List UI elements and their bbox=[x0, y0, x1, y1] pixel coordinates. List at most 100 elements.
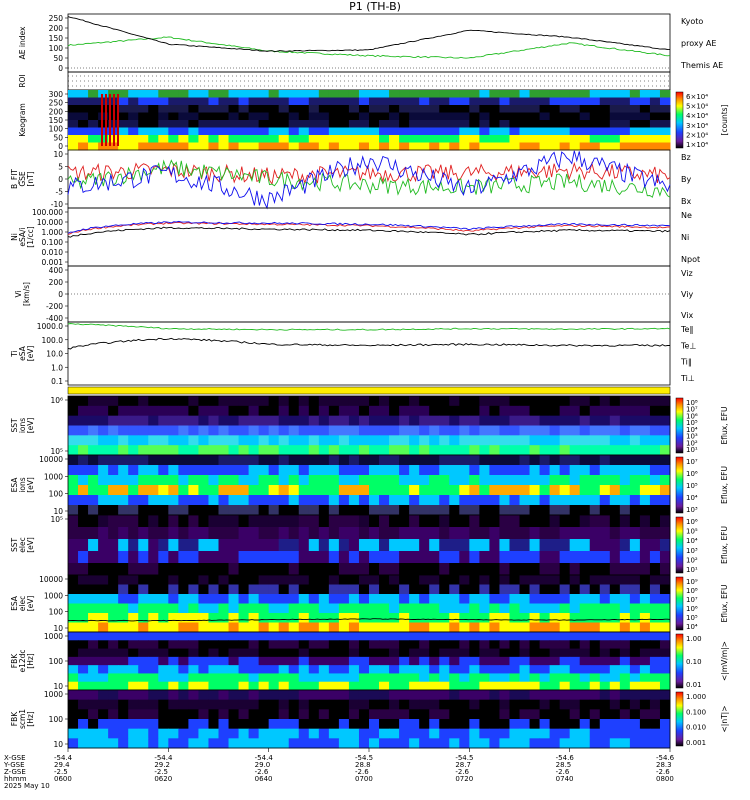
keogram-cell bbox=[298, 105, 310, 113]
esa_i-spectrogram-cell bbox=[369, 455, 380, 466]
fbk_b-spectrogram-cell bbox=[659, 719, 671, 730]
fbk_e-spectrogram-cell bbox=[328, 673, 340, 683]
fbk_b-spectrogram-cell bbox=[609, 738, 621, 749]
esa_e-spectrogram-cell bbox=[168, 603, 179, 614]
keogram-cell bbox=[379, 97, 390, 106]
sst_e-spectrogram-cell bbox=[228, 515, 240, 528]
esa_i-spectrogram-cell bbox=[369, 505, 380, 516]
fbk_b-spectrogram-cell bbox=[579, 709, 591, 720]
fbk_b-spectrogram-cell bbox=[459, 719, 470, 730]
keogram-cell bbox=[609, 127, 621, 136]
sst_e-spectrogram-cell bbox=[288, 551, 300, 564]
esa_i-spectrogram-cell bbox=[659, 485, 671, 496]
sst_e-spectrogram-cell bbox=[399, 515, 410, 528]
sst_i-spectrogram-cell bbox=[108, 405, 119, 417]
sst_e-spectrogram-cell bbox=[288, 539, 300, 552]
keogram-cell bbox=[358, 97, 370, 106]
esa_e-ylabel-text: elec bbox=[18, 596, 27, 611]
esa_i-spectrogram-cell bbox=[539, 465, 551, 476]
sst_i-spectrogram-cell bbox=[78, 396, 89, 407]
esa_e-spectrogram-cell bbox=[619, 603, 631, 614]
keogram-cell bbox=[369, 142, 380, 151]
sst_i-spectrogram-cell bbox=[449, 405, 460, 417]
esa_e-spectrogram-cell bbox=[379, 613, 390, 623]
esa_e-spectrogram-cell bbox=[318, 622, 330, 633]
fbk_e-spectrogram-cell bbox=[318, 681, 330, 691]
fbk_e-spectrogram-cell bbox=[539, 656, 551, 666]
sst_e-spectrogram-cell bbox=[68, 539, 79, 552]
density-tick-label: 10.000 bbox=[37, 218, 63, 227]
keogram-cell bbox=[649, 142, 661, 151]
sst_e-spectrogram-cell bbox=[579, 539, 591, 552]
sst_i-spectrogram-cell bbox=[499, 405, 510, 417]
sst_i-spectrogram-cell bbox=[228, 396, 240, 407]
keogram-cell bbox=[459, 135, 470, 143]
fbk_b-spectrogram-cell bbox=[158, 738, 169, 749]
fbk_e-spectrogram-cell bbox=[449, 632, 460, 641]
esa_e-spectrogram-cell bbox=[639, 575, 651, 585]
fbk_e-spectrogram-cell bbox=[338, 632, 350, 641]
ae-ylabel-text: AE index bbox=[18, 26, 27, 59]
fbk_e-spectrogram-cell bbox=[479, 656, 490, 666]
keogram-cell bbox=[298, 120, 310, 128]
esa_i-tick-label: 1000 bbox=[44, 472, 63, 481]
esa_e-spectrogram-cell bbox=[338, 575, 350, 585]
esa_i-spectrogram-cell bbox=[128, 485, 139, 496]
fbk_e-spectrogram-cell bbox=[148, 632, 159, 641]
esa_i-spectrogram-cell bbox=[78, 505, 89, 516]
esa_i-spectrogram-cell bbox=[449, 505, 460, 516]
esa_i-spectrogram-cell bbox=[649, 465, 661, 476]
fbk_e-spectrogram-cell bbox=[659, 656, 671, 666]
fbk_e-spectrogram-cell bbox=[539, 673, 551, 683]
fbk_b-spectrogram-cell bbox=[469, 699, 480, 710]
sst_i-spectrogram-cell bbox=[459, 425, 470, 436]
esa_e-spectrogram-cell bbox=[459, 603, 470, 614]
fbk_e-spectrogram-cell bbox=[419, 681, 430, 691]
fbk_e-spectrogram-cell bbox=[549, 673, 561, 683]
sst_i-spectrogram-cell bbox=[569, 445, 581, 456]
sst_i-spectrogram-cell bbox=[389, 405, 400, 417]
keogram-cell bbox=[569, 135, 581, 143]
fbk_b-spectrogram-cell bbox=[589, 728, 601, 739]
keogram-cell bbox=[589, 112, 601, 121]
keogram-cell bbox=[78, 112, 89, 121]
fbk_e-spectrogram-cell bbox=[409, 681, 420, 691]
fbk_e-spectrogram-cell bbox=[208, 648, 219, 658]
esa_i-spectrogram-cell bbox=[579, 455, 591, 466]
sst_e-spectrogram-cell bbox=[389, 515, 400, 528]
sst_e-spectrogram-cell bbox=[539, 539, 551, 552]
esa_e-spectrogram-cell bbox=[379, 603, 390, 614]
esa_e-spectrogram-cell bbox=[198, 575, 209, 585]
fbk_b-spectrogram-cell bbox=[629, 699, 641, 710]
fbk_e-spectrogram-cell bbox=[138, 632, 149, 641]
fbk_b-spectrogram-cell bbox=[599, 690, 611, 701]
sst_i-spectrogram-cell bbox=[639, 425, 651, 436]
keogram-cell bbox=[579, 97, 591, 106]
sst_i-spectrogram-cell bbox=[559, 435, 571, 446]
sst_i-spectrogram-cell bbox=[619, 425, 631, 436]
esa_i-spectrogram-cell bbox=[549, 495, 561, 506]
sst_e-spectrogram-cell bbox=[358, 515, 370, 528]
sst_i-spectrogram-cell bbox=[659, 415, 671, 426]
fbk_b-spectrogram-cell bbox=[449, 709, 460, 720]
keogram-tick-label: 150 bbox=[49, 116, 64, 125]
keogram-cell bbox=[559, 90, 571, 98]
esa_e-spectrogram-cell bbox=[569, 594, 581, 604]
fbk_b-spectrogram-cell bbox=[399, 699, 410, 710]
esa_e-spectrogram-cell bbox=[168, 575, 179, 585]
esa_e-ylabel: ESA elec [eV] bbox=[10, 595, 35, 611]
sst_i-spectrogram-cell bbox=[138, 405, 149, 417]
keogram-cell bbox=[348, 142, 360, 151]
esa_e-spectrogram-cell bbox=[138, 594, 149, 604]
esa_i-spectrogram-cell bbox=[459, 475, 470, 486]
sst_i-spectrogram-cell bbox=[148, 415, 159, 426]
fbk_e-spectrogram-cell bbox=[68, 681, 79, 691]
esa_i-spectrogram-cell bbox=[108, 485, 119, 496]
keogram-cell bbox=[589, 142, 601, 151]
sst_e-spectrogram-cell bbox=[489, 515, 500, 528]
esa_e-spectrogram-cell bbox=[599, 594, 611, 604]
sst_i-spectrogram-cell bbox=[328, 445, 340, 456]
fbk_e-spectrogram-cell bbox=[579, 648, 591, 658]
fbk_e-spectrogram-cell bbox=[609, 656, 621, 666]
sst_e-spectrogram-cell bbox=[158, 539, 169, 552]
